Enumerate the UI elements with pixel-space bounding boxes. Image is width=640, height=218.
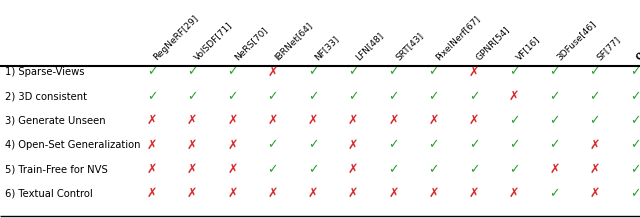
Text: ✗: ✗ xyxy=(147,138,157,152)
Text: ✓: ✓ xyxy=(630,65,640,78)
Text: ✗: ✗ xyxy=(348,114,358,127)
Text: ✗: ✗ xyxy=(187,114,198,127)
Text: ✗: ✗ xyxy=(187,163,198,176)
Text: ✗: ✗ xyxy=(468,187,479,200)
Text: 3) Generate Unseen: 3) Generate Unseen xyxy=(5,116,106,126)
Text: ✓: ✓ xyxy=(147,90,157,103)
Text: ✓: ✓ xyxy=(630,138,640,152)
Text: ✗: ✗ xyxy=(147,163,157,176)
Text: ✓: ✓ xyxy=(549,138,560,152)
Text: ✗: ✗ xyxy=(227,138,237,152)
Text: ✓: ✓ xyxy=(227,90,237,103)
Text: ✓: ✓ xyxy=(468,138,479,152)
Text: ✓: ✓ xyxy=(630,163,640,176)
Text: ✗: ✗ xyxy=(227,187,237,200)
Text: ✓: ✓ xyxy=(549,114,560,127)
Text: ✓: ✓ xyxy=(429,90,439,103)
Text: ✗: ✗ xyxy=(227,114,237,127)
Text: ✗: ✗ xyxy=(268,114,278,127)
Text: ✓: ✓ xyxy=(589,114,600,127)
Text: ✗: ✗ xyxy=(388,114,399,127)
Text: ✗: ✗ xyxy=(268,65,278,78)
Text: RegNeRF[29]: RegNeRF[29] xyxy=(152,14,200,62)
Text: ✗: ✗ xyxy=(187,138,198,152)
Text: LFN[48]: LFN[48] xyxy=(353,31,385,62)
Text: IBRNet[64]: IBRNet[64] xyxy=(273,21,314,62)
Text: ✗: ✗ xyxy=(468,114,479,127)
Text: ✓: ✓ xyxy=(509,65,520,78)
Text: ✗: ✗ xyxy=(549,163,560,176)
Text: ✓: ✓ xyxy=(388,90,399,103)
Text: ✗: ✗ xyxy=(227,163,237,176)
Text: Ours: Ours xyxy=(635,39,640,62)
Text: PixelNerf[67]: PixelNerf[67] xyxy=(434,14,482,62)
Text: ✗: ✗ xyxy=(147,187,157,200)
Text: ✓: ✓ xyxy=(388,163,399,176)
Text: 6) Textual Control: 6) Textual Control xyxy=(5,189,93,199)
Text: ✗: ✗ xyxy=(589,187,600,200)
Text: ✓: ✓ xyxy=(549,187,560,200)
Text: ✗: ✗ xyxy=(187,187,198,200)
Text: ✓: ✓ xyxy=(429,65,439,78)
Text: ✓: ✓ xyxy=(589,90,600,103)
Text: ✗: ✗ xyxy=(429,114,439,127)
Text: ✓: ✓ xyxy=(308,65,318,78)
Text: ✗: ✗ xyxy=(147,114,157,127)
Text: ✗: ✗ xyxy=(589,163,600,176)
Text: ✗: ✗ xyxy=(509,90,520,103)
Text: ✗: ✗ xyxy=(308,187,318,200)
Text: ✗: ✗ xyxy=(348,163,358,176)
Text: ✓: ✓ xyxy=(187,90,198,103)
Text: ✗: ✗ xyxy=(589,138,600,152)
Text: 5) Train-Free for NVS: 5) Train-Free for NVS xyxy=(5,164,108,174)
Text: ✓: ✓ xyxy=(630,90,640,103)
Text: ✓: ✓ xyxy=(268,163,278,176)
Text: NeRS[70]: NeRS[70] xyxy=(232,25,269,62)
Text: ✗: ✗ xyxy=(348,187,358,200)
Text: ✓: ✓ xyxy=(429,138,439,152)
Text: ✗: ✗ xyxy=(308,114,318,127)
Text: NF[33]: NF[33] xyxy=(313,34,341,62)
Text: ✓: ✓ xyxy=(147,65,157,78)
Text: ✗: ✗ xyxy=(509,187,520,200)
Text: ✓: ✓ xyxy=(429,163,439,176)
Text: ✓: ✓ xyxy=(308,163,318,176)
Text: 3DFuse[46]: 3DFuse[46] xyxy=(554,19,597,62)
Text: ✓: ✓ xyxy=(348,90,358,103)
Text: ✗: ✗ xyxy=(268,187,278,200)
Text: ✓: ✓ xyxy=(308,138,318,152)
Text: ✓: ✓ xyxy=(630,187,640,200)
Text: ✗: ✗ xyxy=(429,187,439,200)
Text: ✓: ✓ xyxy=(227,65,237,78)
Text: ✓: ✓ xyxy=(388,138,399,152)
Text: ✓: ✓ xyxy=(589,65,600,78)
Text: ✓: ✓ xyxy=(509,138,520,152)
Text: ✓: ✓ xyxy=(388,65,399,78)
Text: ✗: ✗ xyxy=(468,65,479,78)
Text: ✓: ✓ xyxy=(549,90,560,103)
Text: ✓: ✓ xyxy=(630,114,640,127)
Text: ✓: ✓ xyxy=(468,163,479,176)
Text: VolSDF[71]: VolSDF[71] xyxy=(192,20,234,62)
Text: VF[16]: VF[16] xyxy=(515,35,541,62)
Text: 2) 3D consistent: 2) 3D consistent xyxy=(5,91,87,101)
Text: ✗: ✗ xyxy=(348,138,358,152)
Text: ✓: ✓ xyxy=(268,138,278,152)
Text: ✓: ✓ xyxy=(268,90,278,103)
Text: 4) Open-Set Generalization: 4) Open-Set Generalization xyxy=(5,140,141,150)
Text: ✓: ✓ xyxy=(308,90,318,103)
Text: ✓: ✓ xyxy=(549,65,560,78)
Text: GPNR[54]: GPNR[54] xyxy=(474,25,511,62)
Text: SF[77]: SF[77] xyxy=(595,35,622,62)
Text: ✓: ✓ xyxy=(348,65,358,78)
Text: ✓: ✓ xyxy=(509,114,520,127)
Text: SRT[43]: SRT[43] xyxy=(394,31,425,62)
Text: ✓: ✓ xyxy=(187,65,198,78)
Text: 1) Sparse-Views: 1) Sparse-Views xyxy=(5,67,84,77)
Text: ✗: ✗ xyxy=(388,187,399,200)
Text: ✓: ✓ xyxy=(468,90,479,103)
Text: ✓: ✓ xyxy=(509,163,520,176)
